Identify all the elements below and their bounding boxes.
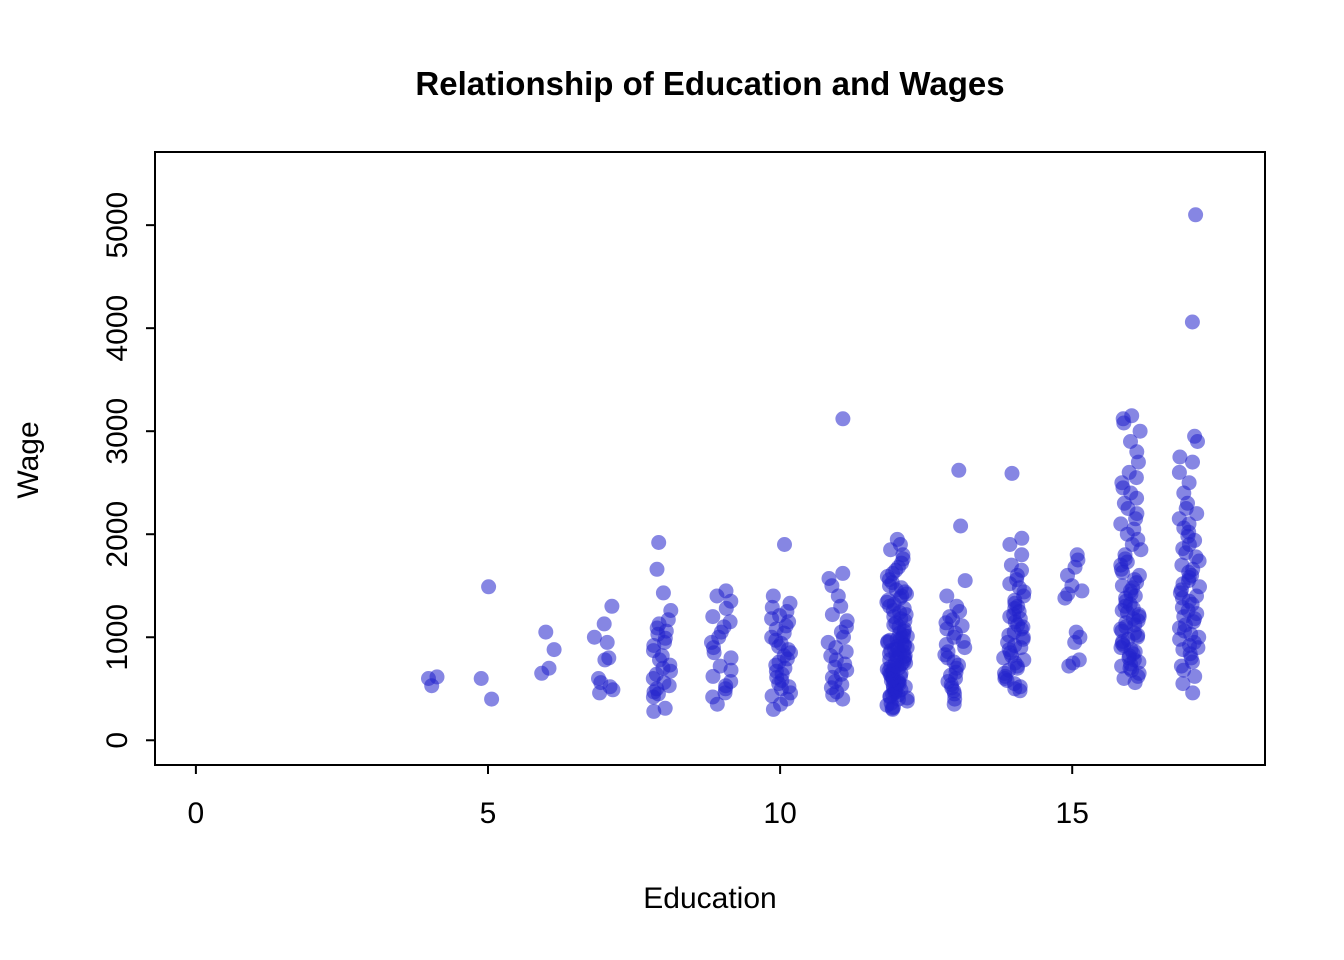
data-point — [723, 674, 739, 689]
data-point — [1113, 516, 1129, 532]
data-point — [835, 565, 851, 581]
data-point — [782, 595, 798, 611]
data-point — [591, 671, 606, 686]
data-point — [651, 535, 667, 550]
data-point — [835, 411, 851, 427]
data-point — [429, 669, 445, 685]
data-point — [604, 598, 620, 614]
data-point — [655, 585, 671, 601]
data-point — [646, 703, 662, 719]
y-tick-label: 3000 — [101, 398, 134, 465]
data-point — [546, 642, 562, 658]
data-point — [657, 700, 673, 716]
data-point — [649, 561, 665, 577]
data-point — [663, 603, 679, 618]
data-point — [541, 660, 557, 676]
axis-ticks — [146, 224, 1074, 774]
data-point — [481, 579, 497, 595]
data-point — [957, 573, 973, 589]
data-point — [1003, 557, 1019, 573]
data-point — [722, 614, 738, 630]
data-point — [777, 537, 792, 552]
data-point — [1014, 547, 1030, 563]
data-point — [723, 650, 739, 666]
data-point — [1172, 449, 1188, 465]
data-point — [1004, 465, 1020, 481]
data-point — [821, 571, 837, 586]
data-point — [1175, 676, 1191, 692]
y-tick-label: 2000 — [101, 501, 134, 568]
data-point — [586, 629, 602, 645]
data-point — [473, 671, 489, 686]
axis-tick-labels: 0 5 10 15 0 1000 2000 3000 4000 5000 — [101, 192, 1089, 830]
data-point — [601, 650, 617, 666]
data-point — [1069, 547, 1085, 563]
data-points — [421, 207, 1207, 719]
data-point — [1188, 207, 1204, 223]
data-point — [1174, 557, 1190, 573]
y-axis-label: Wage — [12, 421, 45, 498]
data-point — [1187, 428, 1203, 444]
data-point — [718, 583, 734, 599]
data-point — [1014, 530, 1030, 546]
plot-box — [154, 151, 1266, 766]
data-point — [712, 658, 728, 674]
data-point — [1171, 464, 1187, 480]
data-point — [880, 592, 896, 608]
chart-title: Relationship of Education and Wages — [415, 65, 1004, 102]
x-tick-label: 0 — [188, 797, 205, 830]
data-point — [1016, 652, 1032, 668]
x-axis-label: Education — [643, 882, 776, 915]
data-point — [951, 462, 967, 478]
y-tick-label: 5000 — [101, 192, 134, 259]
data-point — [484, 691, 500, 707]
data-point — [1185, 454, 1200, 470]
x-tick-label: 5 — [480, 797, 497, 830]
data-point — [1192, 579, 1207, 595]
data-point — [1187, 668, 1203, 684]
data-point — [839, 613, 855, 629]
data-point — [1071, 652, 1087, 668]
data-point — [1114, 578, 1130, 594]
data-point — [1184, 314, 1200, 330]
data-point — [949, 598, 965, 614]
data-point — [596, 616, 612, 632]
data-point — [1123, 434, 1138, 449]
data-point — [1068, 624, 1084, 640]
data-point — [1181, 475, 1197, 491]
data-point — [705, 609, 721, 625]
data-point — [1132, 423, 1148, 439]
y-tick-label: 1000 — [101, 604, 134, 671]
data-point — [939, 588, 955, 604]
data-point — [820, 634, 836, 650]
data-point — [1131, 567, 1147, 583]
data-point — [705, 689, 721, 705]
data-point — [599, 634, 615, 650]
data-point — [1124, 408, 1140, 424]
y-tick-label: 0 — [101, 732, 134, 749]
x-tick-label: 15 — [1056, 797, 1089, 830]
data-point — [538, 624, 554, 640]
data-point — [1002, 537, 1018, 552]
data-point — [1185, 685, 1201, 701]
data-point — [889, 531, 905, 547]
data-point — [765, 588, 781, 604]
data-point — [764, 599, 780, 615]
y-tick-label: 4000 — [101, 295, 134, 362]
data-point — [953, 518, 969, 534]
x-tick-label: 10 — [763, 797, 796, 830]
data-point — [1121, 464, 1137, 480]
